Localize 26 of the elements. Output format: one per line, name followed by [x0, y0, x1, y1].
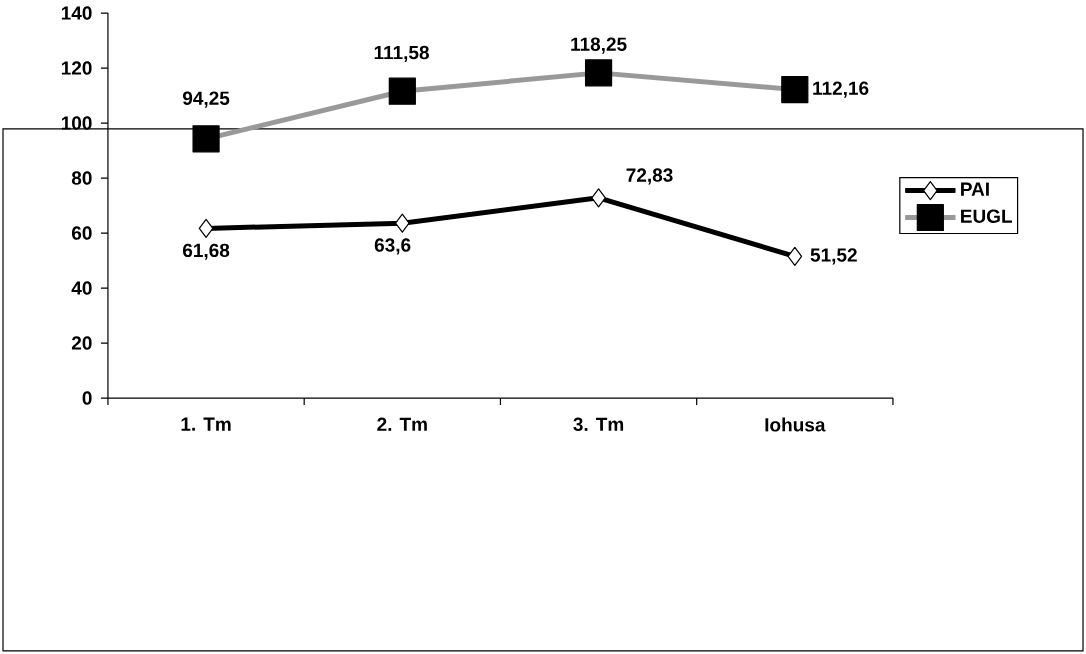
x-tick-label: 2. Tm — [377, 417, 427, 431]
y-tick-label: 40 — [71, 281, 92, 295]
data-label: 118,25 — [571, 37, 627, 54]
x-tick-label: 1. Tm — [181, 417, 231, 431]
data-label: 72,83 — [626, 168, 673, 185]
data-label: 61,68 — [183, 243, 230, 260]
y-tick-label: 80 — [71, 171, 92, 185]
y-tick-label: 100 — [61, 116, 92, 130]
data-label: 51,52 — [810, 248, 857, 265]
y-tick-label: 120 — [61, 61, 92, 75]
y-tick-label: 140 — [61, 6, 92, 20]
point — [394, 213, 410, 233]
y-tick-label: 60 — [71, 226, 92, 240]
y-tick-label: 20 — [71, 336, 92, 350]
data-label: 94,25 — [182, 91, 230, 108]
data-label: 112,16 — [813, 81, 869, 98]
legend-label: PAI — [961, 182, 989, 196]
legend-label: EUGL — [961, 209, 1013, 223]
data-label: 63,6 — [374, 238, 411, 255]
point — [591, 188, 606, 208]
point — [787, 246, 803, 267]
x-tick-label: Iohusa — [765, 417, 826, 432]
data-label: 111,58 — [374, 45, 429, 63]
x-tick-label: 3. Tm — [573, 417, 624, 432]
point — [198, 218, 214, 239]
y-tick-label: 0 — [82, 391, 92, 405]
